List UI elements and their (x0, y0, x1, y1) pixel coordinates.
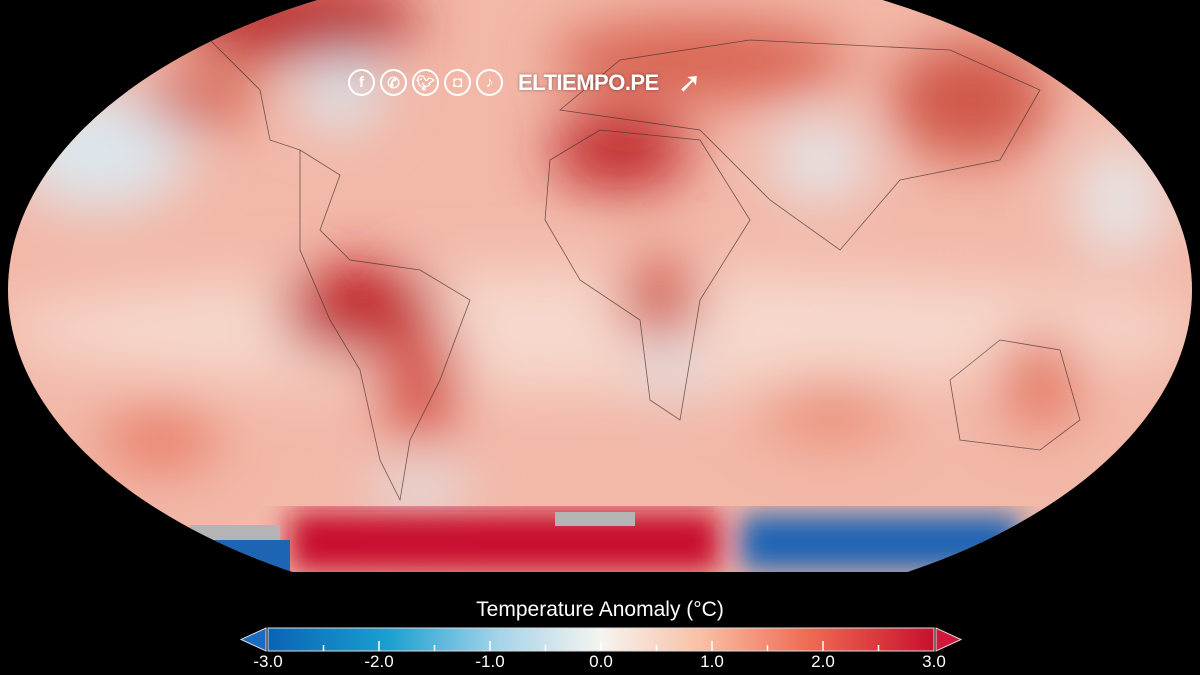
colorbar-tick-label: 3.0 (922, 652, 946, 671)
click-cursor-icon: ➚ (677, 67, 702, 98)
whatsapp-icon: ✆ (380, 69, 407, 96)
colorbar-tick-label: 2.0 (811, 652, 835, 671)
temperature-anomaly-map (8, 0, 1192, 572)
colorbar-tick-label: -3.0 (253, 652, 283, 671)
colorbar-min-arrow (239, 627, 267, 652)
watermark: f ✆ 🐦︎ ◘ ♪ ELTIEMPO.PE ➚ (348, 66, 701, 99)
instagram-icon: ◘ (444, 69, 471, 96)
colorbar-tick-label: -1.0 (475, 652, 505, 671)
colorbar-max-arrow (935, 627, 963, 652)
twitter-icon: 🐦︎ (412, 69, 439, 96)
facebook-icon: f (348, 69, 375, 96)
colorbar-tick-label: 0.0 (589, 652, 613, 671)
colorbar-title: Temperature Anomaly (°C) (476, 598, 724, 621)
colorbar (239, 627, 963, 652)
brand-name: ELTIEMPO.PE (518, 69, 659, 95)
colorbar-tick-label: 1.0 (700, 652, 724, 671)
tiktok-icon: ♪ (476, 69, 503, 96)
colorbar-tick-label: -2.0 (364, 652, 394, 671)
